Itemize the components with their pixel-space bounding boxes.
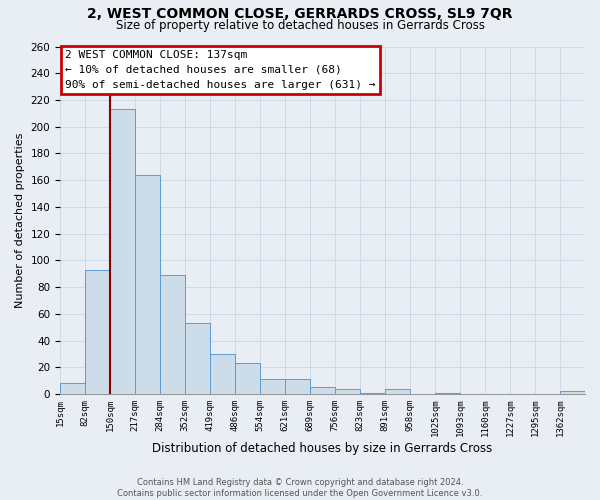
Text: Size of property relative to detached houses in Gerrards Cross: Size of property relative to detached ho… <box>115 19 485 32</box>
Bar <box>210 354 235 394</box>
Bar <box>435 392 460 394</box>
Bar <box>335 388 360 394</box>
Text: 2 WEST COMMON CLOSE: 137sqm
← 10% of detached houses are smaller (68)
90% of sem: 2 WEST COMMON CLOSE: 137sqm ← 10% of det… <box>65 50 376 90</box>
Bar <box>110 110 135 394</box>
Text: 2, WEST COMMON CLOSE, GERRARDS CROSS, SL9 7QR: 2, WEST COMMON CLOSE, GERRARDS CROSS, SL… <box>87 8 513 22</box>
Bar <box>85 270 110 394</box>
Bar <box>185 323 210 394</box>
Bar <box>310 388 335 394</box>
Y-axis label: Number of detached properties: Number of detached properties <box>15 132 25 308</box>
Text: Contains HM Land Registry data © Crown copyright and database right 2024.
Contai: Contains HM Land Registry data © Crown c… <box>118 478 482 498</box>
Bar <box>560 392 585 394</box>
Bar <box>235 363 260 394</box>
Bar <box>160 275 185 394</box>
Bar <box>360 392 385 394</box>
Bar <box>135 175 160 394</box>
X-axis label: Distribution of detached houses by size in Gerrards Cross: Distribution of detached houses by size … <box>152 442 493 455</box>
Bar <box>385 388 410 394</box>
Bar <box>285 380 310 394</box>
Bar <box>60 384 85 394</box>
Bar <box>260 380 285 394</box>
